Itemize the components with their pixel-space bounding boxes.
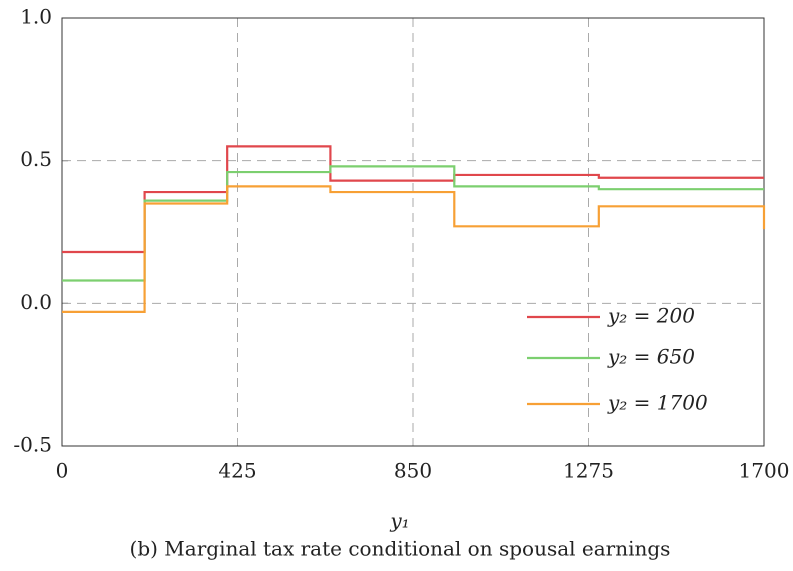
legend-label: y₂ = 1700 bbox=[607, 391, 708, 415]
x-tick-label: 1700 bbox=[739, 459, 790, 483]
step-line bbox=[62, 185, 766, 313]
x-tick-label: 1275 bbox=[563, 459, 614, 483]
y-tick-label: 0.5 bbox=[20, 147, 52, 171]
x-tick-label: 0 bbox=[56, 459, 69, 483]
x-tick-label: 850 bbox=[394, 459, 432, 483]
x-tick-label: 425 bbox=[218, 459, 256, 483]
y-tick-label: -0.5 bbox=[13, 433, 52, 457]
y-tick-label: 0.0 bbox=[20, 290, 52, 314]
y-tick-label: 1.0 bbox=[20, 5, 52, 29]
x-axis-label: y₁ bbox=[389, 509, 409, 533]
legend-label: y₂ = 650 bbox=[607, 345, 695, 369]
plot-frame bbox=[61, 17, 765, 447]
caption: (b) Marginal tax rate conditional on spo… bbox=[130, 537, 671, 561]
legend-label: y₂ = 200 bbox=[607, 304, 695, 328]
